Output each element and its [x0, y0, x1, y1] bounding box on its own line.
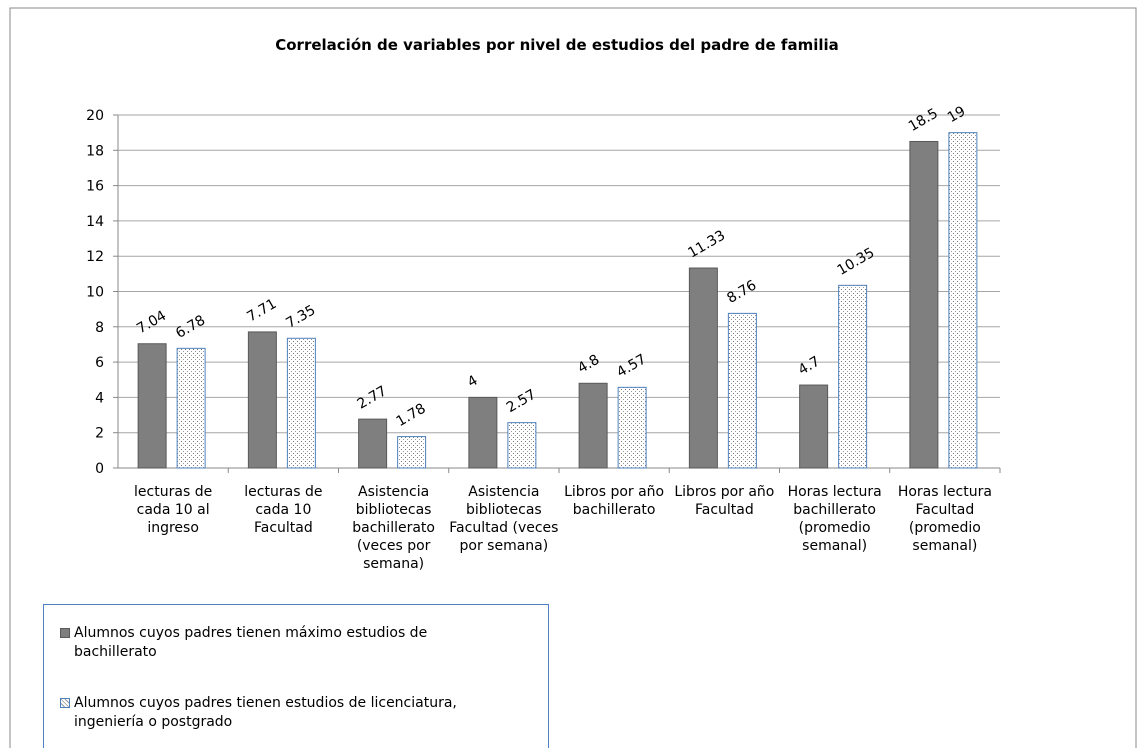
- bar: [799, 384, 829, 469]
- x-tick-label: Horas lectura bachillerato (promedio sem…: [787, 484, 882, 554]
- bar: [578, 382, 608, 469]
- bar: [176, 347, 206, 469]
- bar: [507, 422, 537, 469]
- y-tick-label: 0: [95, 461, 104, 477]
- legend-label: Alumnos cuyos padres tienen máximo estud…: [74, 625, 428, 660]
- x-tick-label: Libros por año Facultad: [674, 484, 775, 518]
- legend-swatch: [60, 698, 70, 708]
- bar: [688, 267, 718, 469]
- bar: [948, 132, 978, 469]
- legend-swatch: [60, 628, 70, 638]
- legend-item: Alumnos cuyos padres tienen estudios de …: [60, 694, 514, 732]
- chart-title: Correlación de variables por nivel de es…: [275, 36, 839, 54]
- x-tick-label: Asistencia bibliotecas Facultad (veces p…: [449, 484, 559, 554]
- y-tick-label: 2: [95, 426, 104, 442]
- bar: [468, 396, 498, 469]
- x-tick-label: Horas lectura Facultad (promedio semanal…: [897, 484, 992, 554]
- y-tick-label: 12: [86, 249, 104, 265]
- bar: [137, 343, 167, 469]
- bar: [727, 312, 757, 469]
- y-tick-label: 6: [95, 355, 104, 371]
- bar: [286, 337, 316, 469]
- y-tick-label: 4: [95, 390, 104, 406]
- bar: [838, 284, 868, 469]
- bar: [397, 436, 427, 469]
- x-tick-label: Asistencia bibliotecas bachillerato (vec…: [352, 484, 435, 572]
- y-tick-label: 20: [86, 108, 104, 124]
- x-tick-label: lecturas de cada 10 Facultad: [244, 484, 323, 536]
- y-tick-label: 14: [86, 214, 104, 230]
- y-tick-label: 8: [95, 320, 104, 336]
- bar: [247, 331, 277, 469]
- bar: [909, 140, 939, 469]
- bar: [617, 386, 647, 469]
- bar: [358, 418, 388, 469]
- y-tick-label: 16: [86, 179, 104, 195]
- x-tick-label: Libros por año bachillerato: [564, 484, 665, 518]
- legend: Alumnos cuyos padres tienen máximo estud…: [43, 604, 549, 748]
- data-label: 19: [945, 103, 968, 126]
- legend-label: Alumnos cuyos padres tienen estudios de …: [74, 695, 457, 730]
- x-tick-label: lecturas de cada 10 al ingreso: [134, 484, 213, 536]
- y-tick-label: 10: [86, 285, 104, 301]
- y-tick-label: 18: [86, 143, 104, 159]
- legend-item: Alumnos cuyos padres tienen máximo estud…: [60, 624, 514, 662]
